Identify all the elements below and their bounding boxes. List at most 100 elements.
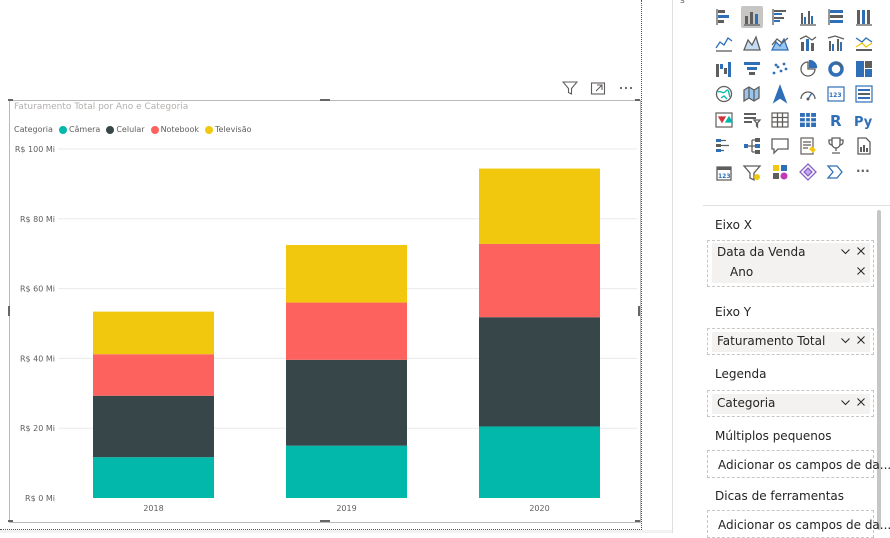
- chevron-down-icon[interactable]: [840, 335, 851, 346]
- power-automate-icon[interactable]: [741, 161, 763, 183]
- treemap-icon[interactable]: [853, 58, 875, 80]
- resize-handle-bottom-left[interactable]: [8, 520, 13, 522]
- legend-swatch: [205, 125, 213, 134]
- resize-handle-bottom[interactable]: [320, 520, 330, 522]
- x-axis-subfield-pill[interactable]: Ano: [712, 263, 870, 283]
- ribbon-chart-icon[interactable]: [853, 32, 875, 54]
- resize-handle-bottom-right[interactable]: [635, 520, 640, 522]
- chart-title: Faturamento Total por Ano e Categoria: [14, 102, 189, 112]
- tooltips-placeholder: Adicionar os campos de da...: [718, 518, 890, 532]
- report-canvas[interactable]: Faturamento Total por Ano e Categoria Ca…: [0, 0, 672, 533]
- paginated-report-icon[interactable]: [853, 135, 875, 157]
- legend-swatch: [106, 125, 115, 134]
- x-axis-well[interactable]: Data da Venda Ano: [707, 240, 874, 287]
- stacked-column-visual[interactable]: [9, 100, 641, 523]
- small-multiples-well[interactable]: Adicionar os campos de da...: [707, 450, 890, 478]
- legend-item-celular[interactable]: Celular: [106, 125, 145, 134]
- pie-chart-icon[interactable]: [797, 58, 819, 80]
- svg-text:123: 123: [829, 92, 842, 99]
- scatter-chart-icon[interactable]: [769, 58, 791, 80]
- close-icon[interactable]: [856, 266, 866, 276]
- filled-map-icon[interactable]: [741, 83, 763, 105]
- more-visuals-icon[interactable]: ···: [853, 161, 875, 183]
- small-multiples-placeholder: Adicionar os campos de da...: [718, 458, 890, 472]
- focus-mode-icon[interactable]: [588, 78, 608, 98]
- power-apps-icon[interactable]: 123: [713, 161, 735, 183]
- line-chart-icon[interactable]: [713, 32, 735, 54]
- y-axis-well[interactable]: Faturamento Total: [707, 328, 874, 355]
- legend-label: Celular: [116, 125, 145, 134]
- legend-well[interactable]: Categoria: [707, 390, 874, 417]
- chevron-down-icon[interactable]: [840, 246, 851, 257]
- custom-visual-icon[interactable]: [769, 161, 791, 183]
- matrix-icon[interactable]: [797, 109, 819, 131]
- python-visual-icon[interactable]: Py: [853, 109, 875, 131]
- legend-label: Televisão: [215, 125, 252, 134]
- card-icon[interactable]: 123: [825, 83, 847, 105]
- r-script-visual-icon[interactable]: R: [825, 109, 847, 131]
- y-axis-field-pill[interactable]: Faturamento Total: [712, 332, 870, 352]
- key-influencers-icon[interactable]: [713, 135, 735, 157]
- chevron-visual-icon[interactable]: [825, 161, 847, 183]
- visualization-gallery: 123 R Py 123 ···: [713, 6, 878, 187]
- x-axis-subfield-name: Ano: [730, 265, 754, 279]
- y-axis-well-label: Eixo Y: [715, 305, 752, 319]
- clustered-bar-chart-icon[interactable]: [769, 6, 791, 28]
- smart-narrative-icon[interactable]: [797, 135, 819, 157]
- legend-label: Notebook: [160, 125, 199, 134]
- slicer-icon[interactable]: [741, 109, 763, 131]
- legend-field-pill[interactable]: Categoria: [712, 394, 870, 414]
- legend-field-name: Categoria: [717, 396, 776, 410]
- collapsed-pane-label: s: [680, 0, 685, 6]
- resize-handle-top-left[interactable]: [8, 99, 13, 101]
- 100-stacked-column-chart-icon[interactable]: [853, 6, 875, 28]
- multi-row-card-icon[interactable]: [853, 83, 875, 105]
- stacked-column-chart-icon[interactable]: [741, 6, 763, 28]
- x-axis-field-pill[interactable]: Data da Venda: [712, 243, 870, 263]
- line-and-stacked-column-icon[interactable]: [797, 32, 819, 54]
- table-icon[interactable]: [769, 109, 791, 131]
- legend-title: Categoria: [14, 125, 53, 134]
- close-icon[interactable]: [856, 397, 866, 407]
- resize-handle-top[interactable]: [320, 99, 330, 101]
- trophy-goals-icon[interactable]: [825, 135, 847, 157]
- filter-icon[interactable]: [560, 78, 580, 98]
- map-icon[interactable]: [713, 83, 735, 105]
- clustered-column-chart-icon[interactable]: [797, 6, 819, 28]
- legend-item-televisao[interactable]: Televisão: [205, 125, 252, 134]
- close-icon[interactable]: [856, 246, 866, 256]
- svg-text:123: 123: [718, 173, 731, 180]
- 100-stacked-bar-chart-icon[interactable]: [825, 6, 847, 28]
- close-icon[interactable]: [856, 335, 866, 345]
- pane-section-divider: [703, 205, 890, 206]
- more-options-icon[interactable]: [616, 78, 636, 98]
- visual-header: [560, 78, 636, 98]
- resize-handle-right[interactable]: [638, 306, 640, 316]
- waterfall-chart-icon[interactable]: [713, 58, 735, 80]
- chevron-down-icon[interactable]: [840, 397, 851, 408]
- line-and-clustered-column-icon[interactable]: [825, 32, 847, 54]
- funnel-chart-icon[interactable]: [741, 58, 763, 80]
- legend-item-notebook[interactable]: Notebook: [150, 125, 199, 134]
- diamond-visual-icon[interactable]: [797, 161, 819, 183]
- small-multiples-well-label: Múltiplos pequenos: [715, 429, 832, 443]
- legend-swatch: [58, 125, 67, 134]
- qa-icon[interactable]: [769, 135, 791, 157]
- decomposition-tree-icon[interactable]: [741, 135, 763, 157]
- legend-item-camera[interactable]: Câmera: [58, 125, 100, 134]
- azure-map-icon[interactable]: [769, 83, 791, 105]
- area-chart-icon[interactable]: [741, 32, 763, 54]
- kpi-icon[interactable]: [713, 109, 735, 131]
- x-axis-well-label: Eixo X: [715, 218, 753, 232]
- donut-chart-icon[interactable]: [825, 58, 847, 80]
- tooltips-well[interactable]: Adicionar os campos de da...: [707, 510, 890, 538]
- visualizations-pane: 123 R Py 123 ··· Eixo X Data da Venda Ano Ei…: [703, 0, 890, 538]
- resize-handle-left[interactable]: [8, 306, 10, 316]
- gauge-icon[interactable]: [797, 83, 819, 105]
- pane-scrollbar[interactable]: [877, 210, 881, 530]
- stacked-bar-chart-icon[interactable]: [713, 6, 735, 28]
- canvas-page-border: [641, 0, 642, 530]
- resize-handle-top-right[interactable]: [635, 99, 640, 101]
- y-axis-field-name: Faturamento Total: [717, 334, 826, 348]
- stacked-area-chart-icon[interactable]: [769, 32, 791, 54]
